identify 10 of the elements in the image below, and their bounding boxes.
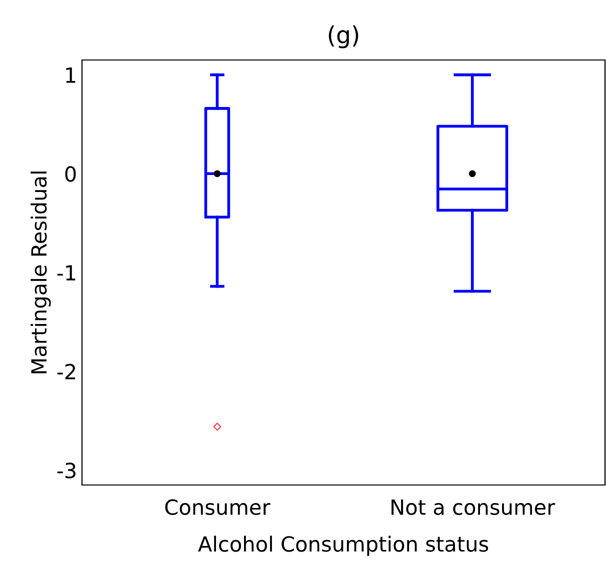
y-tick-label: 1: [66, 68, 76, 83]
y-tick-label: -2: [57, 364, 76, 380]
y-tick-label: 0: [65, 166, 76, 182]
x-tick-label: Not a consumer: [392, 500, 556, 516]
y-tick-label: -3: [57, 462, 76, 478]
y-tick-label: -1: [57, 265, 76, 280]
x-tick-label: Consumer: [165, 499, 270, 516]
x-axis-title: Alcohol Consumption status: [198, 536, 488, 556]
chart-title: (g): [328, 25, 358, 48]
y-axis-title: Martingale Residual: [30, 172, 51, 374]
